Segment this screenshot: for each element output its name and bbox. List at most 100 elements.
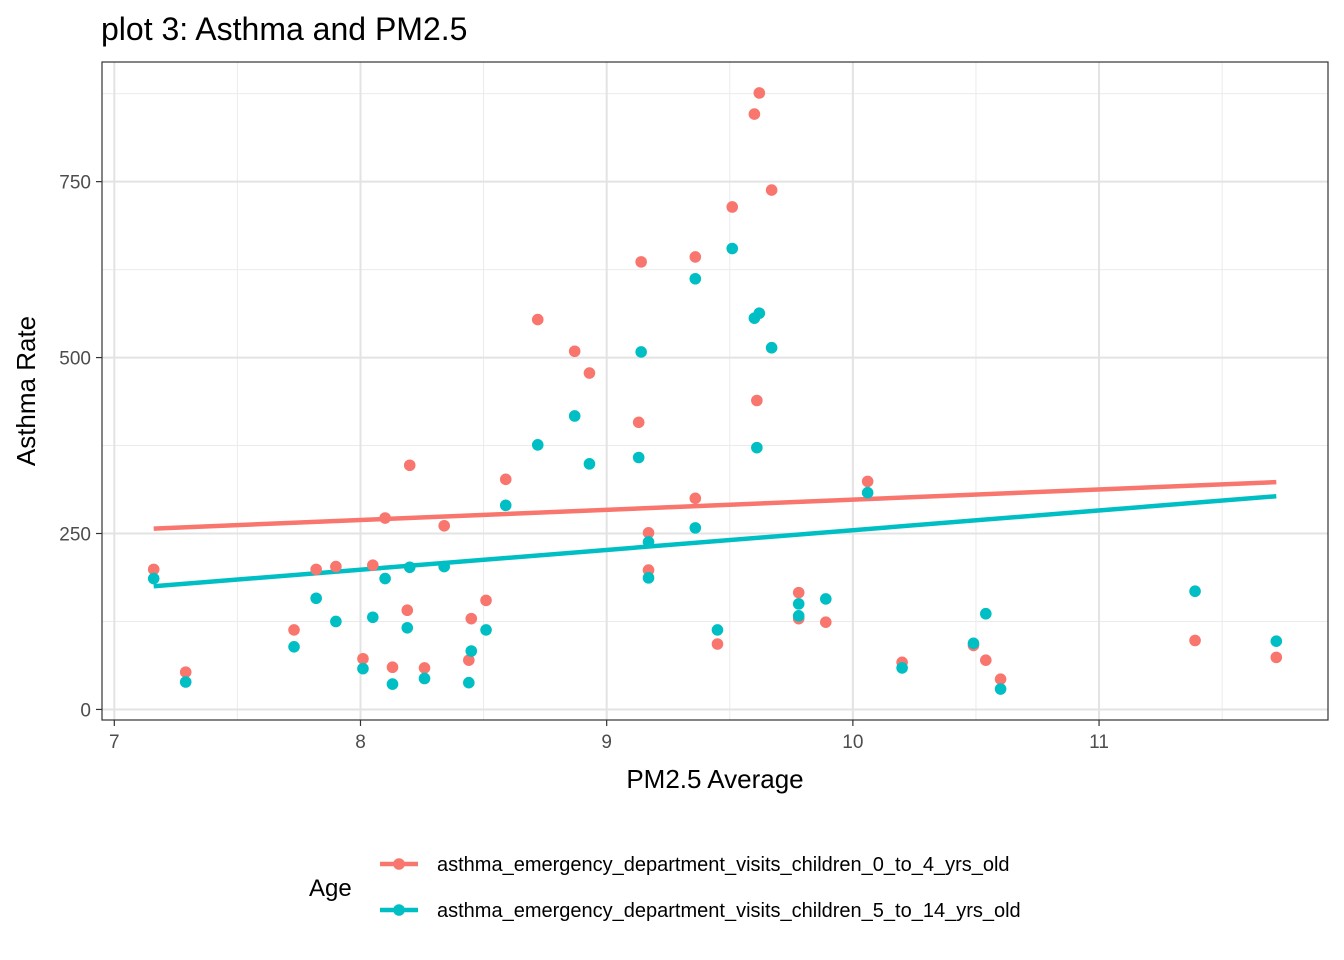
data-point-series-1 (861, 475, 874, 488)
data-point-series-2 (147, 572, 160, 585)
data-point-series-1 (711, 638, 724, 650)
y-tick-label: 250 (59, 525, 91, 546)
data-point-series-2 (330, 615, 342, 628)
trend-line-series-2 (153, 493, 1277, 589)
data-point-series-1 (632, 416, 645, 429)
data-point-series-2 (401, 622, 414, 634)
data-point-series-1 (310, 563, 322, 576)
data-point-series-2 (403, 561, 416, 574)
data-point-series-1 (386, 661, 399, 674)
data-point-series-1 (568, 345, 581, 358)
data-point-series-1 (463, 654, 475, 666)
data-point-series-2 (711, 624, 724, 636)
legend-label-series-1: asthma_emergency_department_visits_child… (437, 854, 1010, 876)
data-point-series-2 (418, 672, 431, 685)
data-point-series-1 (753, 87, 766, 99)
major-gridlines (102, 62, 1328, 720)
data-point-series-2 (499, 499, 512, 512)
data-point-series-2 (1270, 635, 1283, 647)
data-point-series-2 (896, 662, 908, 674)
data-point-series-1 (980, 654, 992, 666)
data-point-series-1 (438, 519, 450, 532)
data-point-series-2 (288, 641, 300, 653)
x-axis-ticks: 7 8 9 10 11 (109, 720, 1109, 753)
data-point-series-1 (748, 108, 761, 120)
legend-label-series-2: asthma_emergency_department_visits_child… (437, 900, 1021, 922)
trend-line-series-1 (153, 479, 1277, 531)
legend-key-point (393, 904, 405, 916)
data-point-series-1 (357, 652, 369, 665)
data-point-series-2 (642, 572, 655, 584)
x-tick-label: 7 (109, 732, 120, 753)
data-point-series-1 (726, 201, 739, 213)
x-tick-label: 9 (601, 732, 612, 753)
trend-lines (153, 479, 1277, 589)
data-points (147, 87, 1283, 695)
data-point-series-2 (994, 683, 1007, 695)
data-point-series-2 (642, 536, 655, 548)
x-tick-label: 8 (355, 732, 366, 753)
data-point-series-1 (1270, 651, 1283, 664)
x-axis-title: PM2.5 Average (626, 764, 803, 794)
data-point-series-2 (463, 676, 475, 689)
x-tick-label: 10 (842, 732, 863, 753)
data-point-series-1 (330, 560, 342, 573)
data-point-series-2 (632, 451, 645, 464)
data-point-series-2 (386, 678, 399, 690)
data-point-series-2 (980, 607, 992, 620)
data-point-series-2 (726, 242, 739, 255)
y-axis-title: Asthma Rate (11, 316, 41, 466)
data-point-series-1 (403, 459, 416, 472)
data-point-series-1 (689, 251, 702, 263)
y-tick-label: 750 (59, 173, 91, 194)
data-point-series-1 (635, 256, 647, 268)
data-point-series-1 (751, 394, 763, 407)
data-point-series-2 (583, 458, 596, 470)
data-point-series-1 (147, 563, 160, 576)
data-point-series-1 (994, 673, 1007, 685)
y-axis-ticks: 0 250 500 750 (59, 173, 102, 721)
data-point-series-2 (967, 637, 980, 650)
data-point-series-1 (379, 512, 391, 524)
data-point-series-2 (379, 572, 391, 585)
data-point-series-2 (367, 611, 379, 624)
data-point-series-2 (751, 441, 763, 454)
data-point-series-1 (418, 662, 431, 674)
legend-key-point (393, 858, 405, 870)
data-point-series-2 (635, 346, 647, 358)
minor-gridlines (102, 62, 1328, 720)
data-point-series-2 (753, 307, 766, 320)
data-point-series-2 (689, 522, 702, 534)
data-point-series-1 (819, 616, 832, 628)
data-point-series-2 (1189, 585, 1201, 598)
data-point-series-2 (765, 341, 778, 354)
data-point-series-1 (531, 313, 544, 326)
data-point-series-1 (465, 612, 478, 625)
data-point-series-2 (689, 272, 702, 285)
data-point-series-2 (568, 410, 581, 422)
data-point-series-2 (310, 592, 322, 605)
data-point-series-2 (480, 624, 492, 636)
chart-title: plot 3: Asthma and PM2.5 (101, 11, 467, 47)
data-point-series-1 (765, 184, 778, 196)
data-point-series-1 (642, 527, 655, 539)
data-point-series-1 (401, 604, 414, 617)
data-point-series-2 (819, 593, 832, 605)
data-point-series-2 (792, 598, 805, 610)
data-point-series-1 (792, 586, 805, 599)
plot-border (101, 61, 1329, 721)
plot-background (102, 62, 1328, 720)
data-point-series-2 (465, 645, 478, 657)
x-tick-label: 11 (1089, 732, 1109, 753)
y-tick-label: 0 (80, 700, 91, 721)
data-point-series-2 (357, 662, 369, 675)
data-point-series-1 (179, 666, 192, 678)
legend: Age asthma_emergency_department_visits_c… (309, 854, 1021, 922)
data-point-series-1 (583, 367, 596, 379)
legend-title: Age (309, 875, 352, 902)
data-point-series-2 (179, 676, 192, 688)
y-tick-label: 500 (59, 349, 91, 370)
data-point-series-2 (861, 486, 874, 499)
data-point-series-1 (689, 492, 702, 505)
